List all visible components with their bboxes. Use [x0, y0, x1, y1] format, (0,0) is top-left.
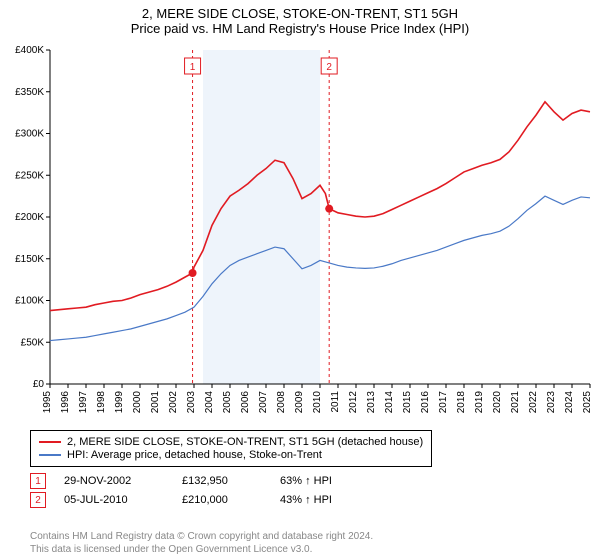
- event-price: £132,950: [182, 475, 262, 487]
- x-tick-label: 2015: [402, 391, 413, 414]
- legend-swatch: [39, 454, 61, 456]
- x-tick-label: 2011: [330, 391, 341, 413]
- event-marker-label: 2: [326, 62, 332, 73]
- event-point: [325, 205, 333, 213]
- event-row: 2 05-JUL-2010 £210,000 43% ↑ HPI: [30, 492, 570, 508]
- legend-swatch: [39, 441, 61, 443]
- x-tick-label: 2012: [348, 391, 359, 414]
- highlight-band: [203, 50, 320, 384]
- x-tick-label: 2004: [204, 391, 215, 414]
- x-tick-label: 2007: [258, 391, 269, 414]
- credits-line1: Contains HM Land Registry data © Crown c…: [30, 530, 373, 543]
- title-block: 2, MERE SIDE CLOSE, STOKE-ON-TRENT, ST1 …: [0, 0, 600, 36]
- x-tick-label: 1998: [96, 391, 107, 414]
- legend-and-events: 2, MERE SIDE CLOSE, STOKE-ON-TRENT, ST1 …: [30, 430, 570, 511]
- y-tick-label: £350K: [15, 87, 44, 98]
- title-subtitle: Price paid vs. HM Land Registry's House …: [0, 21, 600, 36]
- x-tick-label: 2009: [294, 391, 305, 414]
- x-tick-label: 2002: [168, 391, 179, 414]
- event-price: £210,000: [182, 494, 262, 506]
- event-date: 05-JUL-2010: [64, 494, 164, 506]
- x-tick-label: 2021: [510, 391, 521, 414]
- event-marker-label: 1: [190, 62, 196, 73]
- x-tick-label: 2020: [492, 391, 503, 414]
- legend-box: 2, MERE SIDE CLOSE, STOKE-ON-TRENT, ST1 …: [30, 430, 432, 467]
- x-tick-label: 2019: [474, 391, 485, 414]
- x-tick-label: 2008: [276, 391, 287, 414]
- title-address: 2, MERE SIDE CLOSE, STOKE-ON-TRENT, ST1 …: [0, 6, 600, 21]
- x-tick-label: 2025: [582, 391, 593, 414]
- x-tick-label: 2017: [438, 391, 449, 414]
- event-point: [189, 269, 197, 277]
- y-tick-label: £200K: [15, 212, 44, 223]
- x-tick-label: 1999: [114, 391, 125, 414]
- y-tick-label: £150K: [15, 254, 44, 265]
- legend-row: 2, MERE SIDE CLOSE, STOKE-ON-TRENT, ST1 …: [39, 436, 423, 448]
- x-tick-label: 2003: [186, 391, 197, 414]
- event-rows: 1 29-NOV-2002 £132,950 63% ↑ HPI 2 05-JUL-201…: [30, 473, 570, 508]
- x-tick-label: 2010: [312, 391, 323, 414]
- credits-line2: This data is licensed under the Open Gov…: [30, 543, 373, 556]
- legend-row: HPI: Average price, detached house, Stok…: [39, 449, 423, 461]
- x-tick-label: 1995: [42, 391, 53, 414]
- y-tick-label: £0: [33, 379, 45, 390]
- y-tick-label: £300K: [15, 129, 44, 140]
- event-row: 1 29-NOV-2002 £132,950 63% ↑ HPI: [30, 473, 570, 489]
- chart-svg: £0 £50K £100K £150K £200K £250K £300K £350K £400…: [0, 44, 600, 424]
- event-marker-icon: 1: [30, 473, 46, 489]
- x-tick-label: 1996: [60, 391, 71, 414]
- x-tick-label: 2016: [420, 391, 431, 414]
- x-tick-label: 2024: [564, 391, 575, 414]
- x-tick-label: 2006: [240, 391, 251, 414]
- credits: Contains HM Land Registry data © Crown c…: [30, 530, 373, 556]
- y-tick-label: £400K: [15, 45, 44, 56]
- y-tick-label: £250K: [15, 170, 44, 181]
- x-tick-label: 2018: [456, 391, 467, 414]
- x-tick-label: 2023: [546, 391, 557, 414]
- x-tick-label: 2014: [384, 391, 395, 414]
- x-tick-label: 1997: [78, 391, 89, 414]
- x-tick-label: 2001: [150, 391, 161, 414]
- y-tick-label: £50K: [21, 337, 45, 348]
- y-tick-label: £100K: [15, 296, 44, 307]
- legend-label: 2, MERE SIDE CLOSE, STOKE-ON-TRENT, ST1 …: [67, 436, 423, 448]
- event-marker-icon: 2: [30, 492, 46, 508]
- figure-root: 2, MERE SIDE CLOSE, STOKE-ON-TRENT, ST1 …: [0, 0, 600, 560]
- event-hpi: 43% ↑ HPI: [280, 494, 332, 506]
- x-tick-label: 2005: [222, 391, 233, 414]
- x-tick-label: 2022: [528, 391, 539, 414]
- event-date: 29-NOV-2002: [64, 475, 164, 487]
- legend-label: HPI: Average price, detached house, Stok…: [67, 449, 322, 461]
- chart-area: £0 £50K £100K £150K £200K £250K £300K £350K £400…: [0, 44, 600, 424]
- x-tick-label: 2013: [366, 391, 377, 414]
- event-hpi: 63% ↑ HPI: [280, 475, 332, 487]
- x-tick-label: 2000: [132, 391, 143, 414]
